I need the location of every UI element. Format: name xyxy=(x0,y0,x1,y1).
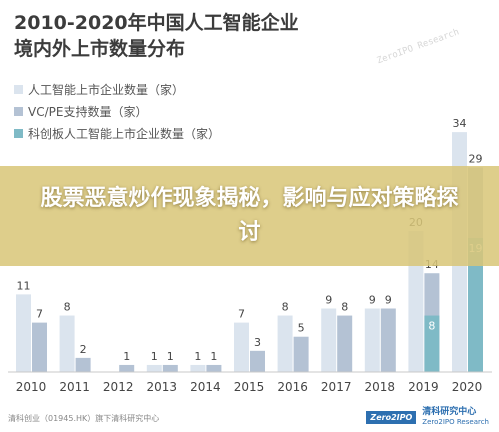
label-ai-listed-2016: 8 xyxy=(282,301,289,314)
legend-swatch-ai-listed xyxy=(14,84,23,94)
label-ai-listed-2014: 1 xyxy=(194,350,201,363)
bar-ai-listed-2017 xyxy=(321,308,337,372)
label-vcpe-2014: 1 xyxy=(210,350,217,363)
label-vcpe-2015: 3 xyxy=(254,336,261,349)
bar-ai-listed-2016 xyxy=(277,315,293,372)
label-ai-listed-2018: 9 xyxy=(369,294,376,307)
source-note: 清科创业（01945.HK）旗下清科研究中心 xyxy=(8,414,160,423)
bar-ai-listed-2019 xyxy=(408,230,424,372)
bar-vcpe-2016 xyxy=(293,336,309,372)
bar-ai-listed-2013 xyxy=(146,364,162,372)
zero2ipo-logo: Zero2IPO xyxy=(366,410,417,424)
x-tick-2020: 2020 xyxy=(452,380,483,394)
bar-vcpe-2018 xyxy=(380,308,396,372)
legend-item-ai-listed: 人工智能上市企业数量（家） xyxy=(14,78,220,100)
brand-subtitle: Zero2IPO Research xyxy=(422,418,489,426)
x-tick-2015: 2015 xyxy=(234,380,265,394)
bar-ai-listed-2010 xyxy=(16,294,31,372)
x-tick-2011: 2011 xyxy=(59,380,90,394)
label-vcpe-2012: 1 xyxy=(123,350,130,363)
label-star-market-2019: 8 xyxy=(428,320,435,333)
x-tick-2019: 2019 xyxy=(408,380,439,394)
bar-star-market-2020 xyxy=(468,237,483,372)
label-vcpe-2013: 1 xyxy=(167,350,174,363)
overlay-banner: 股票恶意炒作现象揭秘，影响与应对策略探讨 xyxy=(0,166,499,266)
label-vcpe-2010: 7 xyxy=(36,308,43,321)
brand-name: 清科研究中心 xyxy=(422,407,477,417)
x-tick-2010: 2010 xyxy=(16,380,47,394)
legend-item-vcpe: VC/PE支持数量（家） xyxy=(14,100,220,122)
label-ai-listed-2010: 11 xyxy=(17,279,31,292)
bar-vcpe-2010 xyxy=(32,322,47,372)
bar-vcpe-2012 xyxy=(119,364,135,372)
bar-vcpe-2014 xyxy=(206,364,222,372)
bar-star-market-2019 xyxy=(424,315,440,372)
x-tick-2013: 2013 xyxy=(147,380,178,394)
legend-swatch-star-market xyxy=(14,128,23,138)
label-vcpe-2017: 8 xyxy=(341,301,348,314)
label-ai-listed-2015: 7 xyxy=(238,308,245,321)
label-vcpe-2020: 29 xyxy=(469,152,483,165)
legend-swatch-vcpe xyxy=(14,106,23,116)
x-tick-2017: 2017 xyxy=(321,380,352,394)
bar-ai-listed-2015 xyxy=(234,322,249,372)
x-tick-2012: 2012 xyxy=(103,380,134,394)
x-tick-2014: 2014 xyxy=(190,380,221,394)
banner-headline: 股票恶意炒作现象揭秘，影响与应对策略探讨 xyxy=(40,186,459,245)
label-ai-listed-2017: 9 xyxy=(325,294,332,307)
bar-vcpe-2017 xyxy=(337,315,353,372)
brand-logo: Zero2IPO 清科研究中心 Zero2IPO Research xyxy=(366,407,489,427)
legend-label-star-market: 科创板人工智能上市企业数量（家） xyxy=(28,126,221,141)
x-tick-2016: 2016 xyxy=(277,380,308,394)
bar-vcpe-2015 xyxy=(250,350,265,372)
legend: 人工智能上市企业数量（家） VC/PE支持数量（家） 科创板人工智能上市企业数量… xyxy=(14,78,220,144)
brand-block: 清科研究中心 Zero2IPO Research xyxy=(422,407,489,427)
legend-label-vcpe: VC/PE支持数量（家） xyxy=(28,104,148,119)
legend-item-star-market: 科创板人工智能上市企业数量（家） xyxy=(14,122,220,144)
bar-ai-listed-2014 xyxy=(190,364,206,372)
legend-label-ai-listed: 人工智能上市企业数量（家） xyxy=(28,82,185,97)
label-vcpe-2016: 5 xyxy=(298,322,305,335)
chart-title: 2010-2020年中国人工智能企业境内外上市数量分布 xyxy=(14,12,299,60)
bar-ai-listed-2011 xyxy=(59,315,75,372)
x-tick-2018: 2018 xyxy=(365,380,396,394)
label-ai-listed-2013: 1 xyxy=(151,350,158,363)
label-vcpe-2011: 2 xyxy=(80,343,87,356)
bar-vcpe-2011 xyxy=(75,357,91,372)
label-ai-listed-2020: 34 xyxy=(453,117,467,130)
bar-ai-listed-2018 xyxy=(364,308,380,372)
bar-vcpe-2013 xyxy=(162,364,178,372)
label-vcpe-2018: 9 xyxy=(385,294,392,307)
label-ai-listed-2011: 8 xyxy=(64,301,71,314)
